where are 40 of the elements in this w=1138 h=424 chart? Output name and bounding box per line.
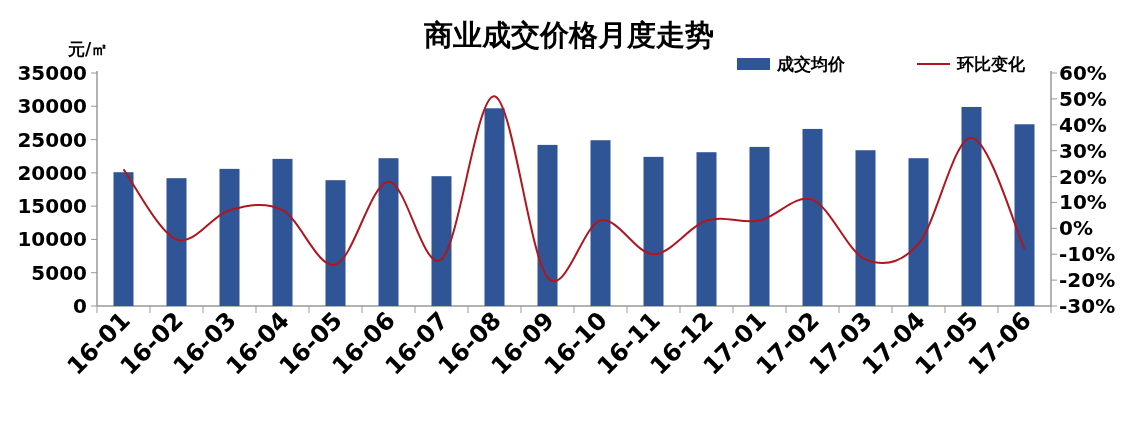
y-tick-label: 5000	[31, 260, 87, 285]
bar	[537, 144, 558, 306]
legend-label: 环比变化	[956, 54, 1026, 74]
bar	[908, 158, 929, 306]
bar	[590, 140, 611, 306]
bar	[696, 152, 717, 306]
y-tick-label: 35000	[17, 61, 87, 85]
bar	[272, 158, 293, 306]
y-tick-label: 0	[73, 294, 87, 318]
bar	[219, 168, 240, 306]
y-tick-label: 25000	[17, 127, 87, 152]
y2-tick-label: 30%	[1059, 138, 1107, 163]
bar	[855, 150, 876, 306]
y-tick-label: 30000	[17, 94, 87, 119]
bar	[961, 106, 982, 306]
y2-tick-label: -20%	[1059, 268, 1116, 293]
bar	[325, 180, 346, 306]
y-tick-label: 10000	[17, 227, 87, 252]
y2-tick-label: 50%	[1059, 86, 1107, 111]
bar	[113, 172, 134, 306]
legend-label: 成交均价	[776, 54, 846, 74]
y2-tick-label: 0%	[1059, 216, 1093, 241]
y-axis-title: 元/㎡	[67, 39, 109, 59]
bar	[431, 176, 452, 306]
y2-tick-label: -10%	[1059, 242, 1116, 267]
y2-tick-label: 60%	[1059, 61, 1107, 85]
y2-tick-label: 40%	[1059, 112, 1107, 137]
bar	[802, 128, 823, 306]
y2-tick-label: 10%	[1059, 190, 1107, 215]
bar	[378, 158, 399, 306]
bar	[1014, 124, 1035, 306]
bar	[643, 156, 664, 306]
y2-tick-label: -30%	[1059, 294, 1116, 318]
chart-title: 商业成交价格月度走势	[423, 18, 714, 52]
y-tick-label: 20000	[17, 160, 87, 185]
bar	[749, 146, 770, 306]
y2-tick-label: 20%	[1059, 164, 1107, 189]
bar	[484, 108, 505, 306]
y-tick-label: 15000	[17, 194, 87, 219]
bar	[166, 178, 187, 306]
